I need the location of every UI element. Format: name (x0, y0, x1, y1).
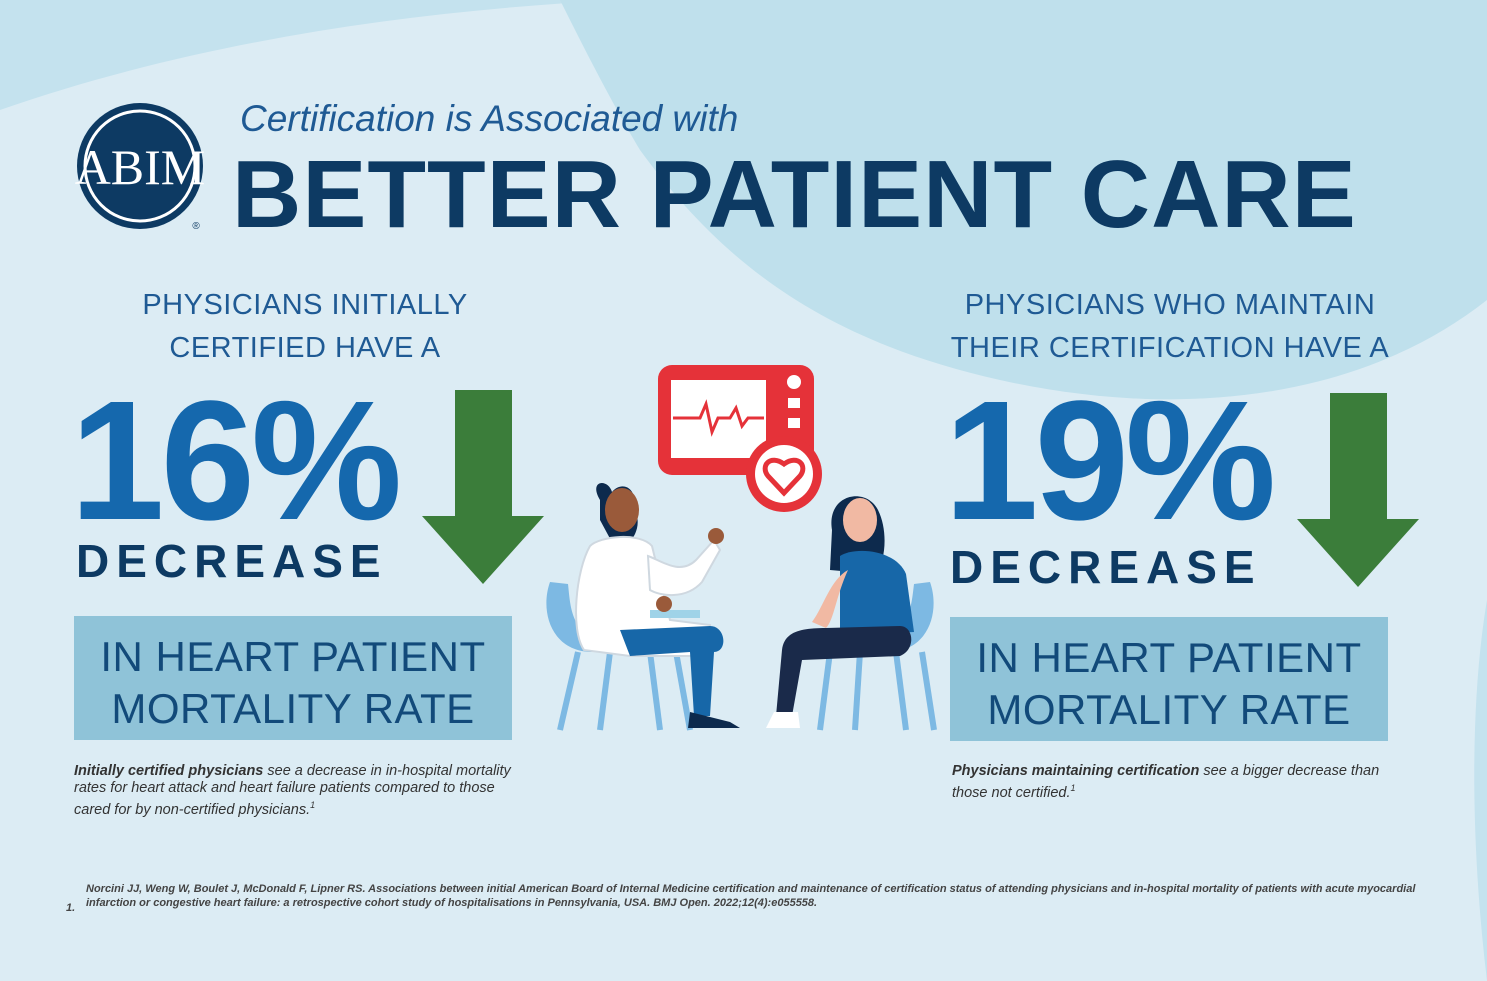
abim-logo: ABIM ® (75, 103, 206, 232)
right-decrease-label: DECREASE (950, 541, 1262, 593)
right-down-arrow-icon (1297, 393, 1419, 587)
left-box-line1: IN HEART PATIENT (100, 633, 486, 680)
right-note: Physicians maintaining certification see… (952, 763, 1402, 802)
doctor-figure (575, 482, 740, 728)
right-note-bold: Physicians maintaining certification (952, 763, 1200, 779)
right-percent: 19% (944, 366, 1276, 556)
logo-lettering: ABIM (75, 139, 206, 195)
heart-monitor-icon (658, 365, 822, 512)
right-box-line1: IN HEART PATIENT (976, 634, 1362, 681)
left-note-bold: Initially certified physicians (74, 763, 264, 779)
left-decrease-label: DECREASE (76, 535, 388, 587)
right-intro: PHYSICIANS WHO MAINTAIN THEIR CERTIFICAT… (940, 284, 1400, 370)
patient-figure (766, 496, 914, 728)
left-intro: PHYSICIANS INITIALLY CERTIFIED HAVE A (100, 284, 510, 370)
left-stat-box: IN HEART PATIENT MORTALITY RATE (74, 616, 512, 740)
right-stat-box: IN HEART PATIENT MORTALITY RATE (950, 617, 1388, 741)
footnote-number: 1. (66, 902, 76, 914)
left-intro-line1: PHYSICIANS INITIALLY (142, 289, 468, 321)
left-note-sup: 1 (310, 800, 316, 810)
left-down-arrow-icon (422, 390, 544, 584)
header-subtitle: Certification is Associated with (240, 98, 739, 139)
right-note-text: see a bigger decrease than those not cer… (952, 763, 1380, 801)
footnote-text: Norcini JJ, Weng W, Boulet J, McDonald F… (86, 883, 1416, 909)
left-note: Initially certified physicians see a dec… (74, 763, 514, 819)
left-box-line2: MORTALITY RATE (111, 685, 475, 732)
registered-mark: ® (192, 221, 200, 232)
left-intro-line2: CERTIFIED HAVE A (169, 332, 441, 364)
left-percent: 16% (70, 366, 402, 556)
right-box-line2: MORTALITY RATE (987, 686, 1351, 733)
right-intro-line1: PHYSICIANS WHO MAINTAIN (964, 289, 1376, 321)
right-intro-line2: THEIR CERTIFICATION HAVE A (950, 332, 1390, 364)
doctor-patient-illustration (546, 365, 937, 731)
right-note-sup: 1 (1070, 783, 1076, 793)
left-note-text: see a decrease in in-hospital mortality … (74, 763, 511, 818)
header-title: BETTER PATIENT CARE (232, 141, 1357, 248)
